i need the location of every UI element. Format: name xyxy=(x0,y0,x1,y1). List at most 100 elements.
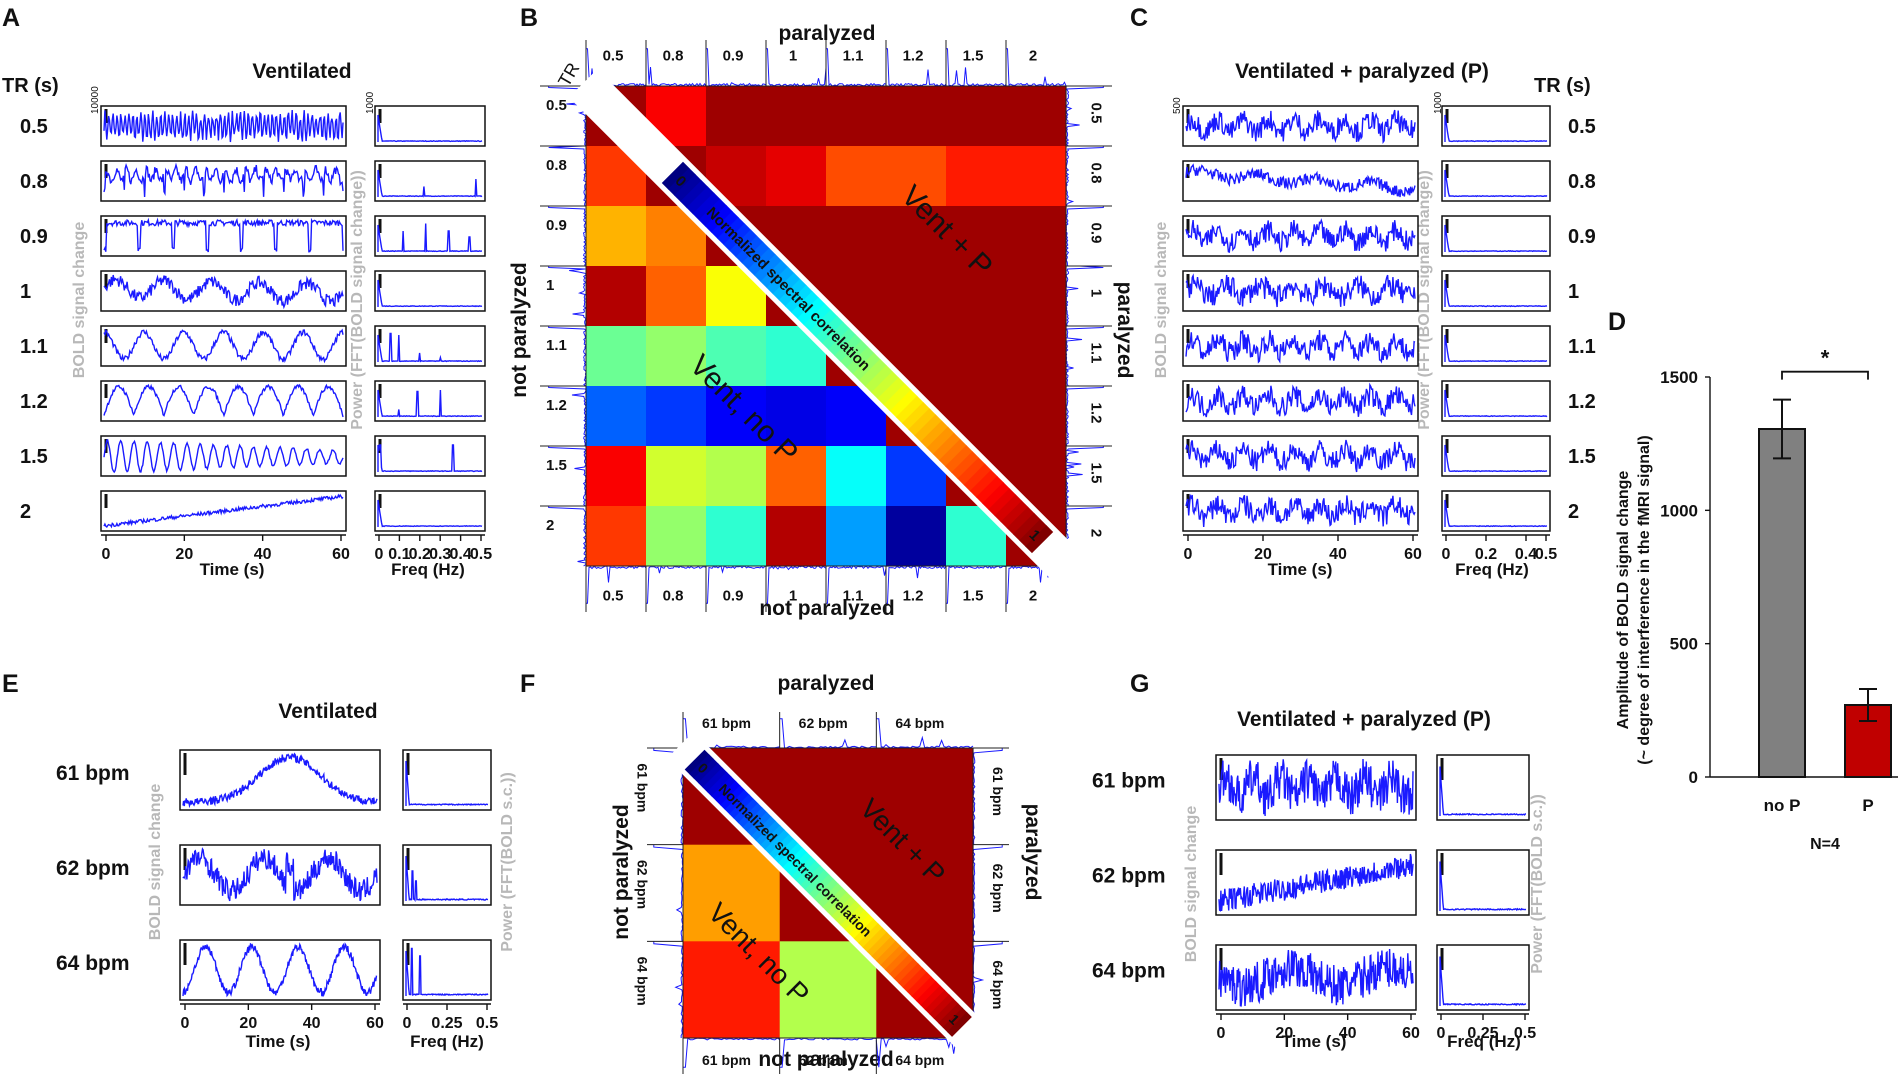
f-strip-spectrum xyxy=(653,844,684,942)
panel-c-ylabel2: Power (FFT(BOLD signal change)) xyxy=(1416,170,1433,430)
panel-g-ylabel2-c: ) xyxy=(1529,794,1546,799)
f-top-category: 61 bpm xyxy=(702,715,751,731)
f-colorbar-segment xyxy=(746,811,772,837)
panel-a-xlabel-time: Time (s) xyxy=(200,560,265,579)
c-rows-row-label: 1.2 xyxy=(1568,391,1596,413)
b-colorbar-segment xyxy=(686,186,715,215)
b-colorbar-segment xyxy=(883,383,912,412)
b-bottom-category: 1.2 xyxy=(903,588,924,605)
time-tick-label: 60 xyxy=(366,1015,384,1032)
c-rows-time-trace xyxy=(1185,163,1416,198)
panel-letter-b: B xyxy=(520,4,538,32)
g-rows-freq-trace xyxy=(1439,861,1527,912)
b-bottom-category: 1.1 xyxy=(843,588,864,605)
b-bottom-category: 1.5 xyxy=(963,588,984,605)
g-rows-row-label: 64 bpm xyxy=(1092,960,1166,983)
b-strip-spectrum xyxy=(548,326,587,387)
panel-f-top-label: paralyzed xyxy=(778,672,875,695)
panel-b-top-label: paralyzed xyxy=(779,22,876,45)
a-rows-freq-trace xyxy=(377,223,482,253)
c-rows-freq-plot xyxy=(1441,380,1551,422)
a-rows-freq-trace xyxy=(377,389,482,418)
b-heat-cell xyxy=(1006,386,1067,447)
b-colorbar-segment xyxy=(723,223,752,252)
c-rows-row-label: 0.5 xyxy=(1568,116,1596,138)
b-left-category: 1.5 xyxy=(546,457,567,474)
b-colorbar-segment xyxy=(938,438,967,467)
g-rows-freq-plot xyxy=(1436,754,1530,821)
a-rows-freq-plot xyxy=(374,435,486,477)
b-colorbar-segment xyxy=(877,377,906,406)
f-colorbar-segment xyxy=(907,972,932,997)
f-colorbar-segment xyxy=(884,949,910,975)
panel-letter-d: D xyxy=(1608,308,1626,336)
e-rows-time-trace xyxy=(182,942,378,998)
panel-letter-a: A xyxy=(2,4,20,32)
f-colorbar-segment xyxy=(733,798,759,824)
g-rows-freq-plot xyxy=(1436,944,1530,1011)
f-heat-cell xyxy=(876,844,974,942)
b-colorbar-segment xyxy=(988,488,1017,517)
f-colorbar-segment xyxy=(800,865,826,891)
freq-tick-label: 0.2 xyxy=(409,546,431,563)
panel-c-ylabel2-b: FFT(BOLD signal change) xyxy=(1416,176,1433,372)
f-colorbar-segment xyxy=(942,1007,968,1033)
panel-e-ylabel2-c: ) xyxy=(499,772,516,777)
a-rows-row-label: 1 xyxy=(20,281,31,303)
b-heat-cell xyxy=(586,506,647,567)
f-colorbar-segment xyxy=(835,900,861,926)
b-colorbar-segment xyxy=(809,309,838,338)
panel-f-left-label: not paralyzed xyxy=(610,804,633,939)
f-heat-cell xyxy=(779,941,877,1039)
g-rows-time-trace xyxy=(1218,948,1414,1007)
b-colorbar-segment xyxy=(766,266,795,295)
a-rows-freq-plot xyxy=(374,105,486,147)
f-colorbar-segment xyxy=(858,923,883,948)
panel-a-ylabel2-c: ) xyxy=(349,170,366,175)
g-rows-row-label: 61 bpm xyxy=(1092,770,1166,793)
b-strip-spectrum xyxy=(1065,86,1104,147)
f-left-category: 64 bpm xyxy=(635,957,651,1006)
f-colorbar-segment xyxy=(773,838,799,864)
panel-b-left-label: not paralyzed xyxy=(508,262,531,397)
b-heat-cell xyxy=(1006,206,1067,267)
b-right-category: 1.5 xyxy=(1087,463,1104,484)
c-rows-freq-plot xyxy=(1441,325,1551,367)
d-significance-star: * xyxy=(1821,346,1830,371)
b-heat-cell xyxy=(586,266,647,327)
b-strip-spectrum xyxy=(548,386,587,447)
time-tick-label: 20 xyxy=(175,546,193,563)
a-rows-time-trace xyxy=(103,493,344,529)
g-rows-freq-trace xyxy=(1439,766,1526,816)
c-rows-row-label: 1 xyxy=(1568,281,1579,303)
f-colorbar-segment xyxy=(898,963,923,988)
f-right-category: 61 bpm xyxy=(990,767,1006,816)
c-rows-row-label: 1.5 xyxy=(1568,446,1596,468)
f-colorbar-segment xyxy=(871,936,897,962)
b-strip-spectrum xyxy=(706,48,767,87)
c-rows-freq-plot xyxy=(1441,270,1551,312)
b-colorbar-segment xyxy=(1025,525,1054,554)
f-colorbar-segment xyxy=(920,985,946,1011)
time-tick-label: 0 xyxy=(181,1015,190,1032)
freq-tick-label: 0.2 xyxy=(1475,546,1497,563)
f-colorbar-segment xyxy=(711,776,737,802)
d-ylabel2: (~ degree of interference in the fMRI si… xyxy=(1636,435,1653,764)
e-rows-row-label: 61 bpm xyxy=(56,762,130,785)
f-strip-spectrum xyxy=(653,941,684,1039)
f-colorbar-segment xyxy=(738,803,763,828)
b-strip-spectrum xyxy=(548,506,587,567)
b-heat-cell xyxy=(766,446,827,507)
b-heat-cell xyxy=(826,446,887,507)
f-top-category: 62 bpm xyxy=(799,715,848,731)
panel-g-xlabel-time: Time (s) xyxy=(1282,1032,1347,1051)
d-category-label: no P xyxy=(1764,796,1801,815)
b-colorbar-segment xyxy=(1012,512,1041,541)
b-strip-spectrum xyxy=(1065,386,1104,447)
time-tick-label: 0 xyxy=(1184,546,1193,563)
b-colorbar-segment xyxy=(840,340,869,369)
a-rows-time-trace xyxy=(103,439,344,474)
b-heat-cell xyxy=(1006,266,1067,327)
c-rows-row-label: 2 xyxy=(1568,501,1579,523)
b-colorbar-segment xyxy=(957,457,986,486)
